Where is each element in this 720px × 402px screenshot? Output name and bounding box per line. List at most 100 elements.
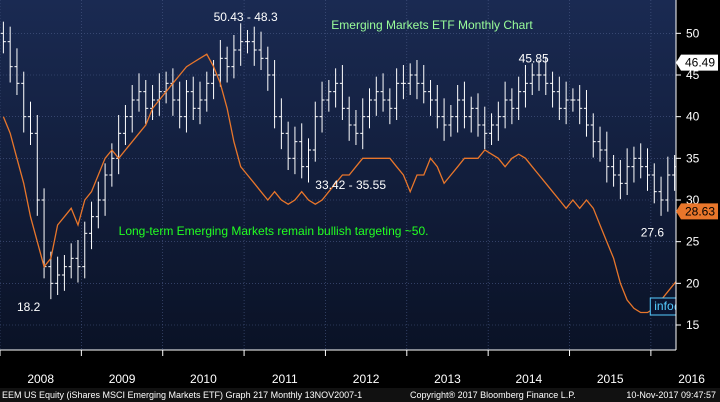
ohlc-bar [550, 71, 556, 108]
ohlc-bar [278, 98, 284, 150]
ohlc-bar [644, 148, 650, 191]
x-tick-label: 2012 [353, 372, 380, 386]
y-axis-panel [676, 0, 720, 350]
last-value-label: 28.63 [685, 204, 715, 218]
ohlc-bar [468, 96, 474, 133]
y-tick-label: 50 [686, 26, 700, 40]
ohlc-bar [326, 80, 332, 112]
ohlc-bar [421, 65, 427, 104]
ohlc-bar [299, 123, 305, 179]
x-axis: 2008200920102011201220132014201520162017 [0, 350, 705, 386]
ohlc-bar [624, 148, 630, 195]
last-value-label: 46.49 [685, 56, 715, 70]
ohlc-bar [516, 76, 522, 120]
ohlc-bar [543, 56, 549, 95]
ohlc-bar [563, 81, 569, 125]
annotation-label: 45.85 [519, 52, 549, 66]
ohlc-bar [414, 60, 420, 100]
ohlc-bar [522, 65, 528, 108]
ohlc-bar [536, 60, 542, 91]
ohlc-bar [292, 126, 298, 175]
x-tick-label: 2015 [597, 372, 624, 386]
ohlc-bar [312, 101, 318, 162]
ohlc-bar [529, 63, 535, 95]
ohlc-bar [28, 101, 34, 145]
ohlc-bar [570, 88, 576, 112]
ohlc-bar [95, 181, 101, 229]
y-tick-label: 25 [686, 235, 700, 249]
ohlc-bar [434, 85, 440, 129]
ohlc-bar [461, 81, 467, 129]
ohlc-bar [590, 113, 596, 158]
ohlc-bar [129, 85, 135, 133]
ohlc-bar [407, 63, 413, 95]
ohlc-bar [380, 73, 386, 112]
footer-center: Copyright® 2017 Bloomberg Finance L.P. [410, 390, 576, 400]
ohlc-bar [305, 138, 311, 183]
chart-title: Emerging Markets ETF Monthly Chart [331, 18, 533, 32]
ohlc-bar [272, 60, 278, 129]
ohlc-bar [333, 68, 339, 108]
ohlc-bar [197, 81, 203, 125]
ohlc-bar [367, 88, 373, 129]
x-tick-label: 2013 [434, 372, 461, 386]
ohlc-bar [238, 23, 244, 66]
ohlc-bar [204, 71, 210, 112]
ohlc-bar [319, 81, 325, 133]
ohlc-bar [441, 98, 447, 141]
last-value-badge: 28.63 [676, 203, 718, 220]
ohlc-bar [597, 126, 603, 162]
ohlc-bar [387, 88, 393, 125]
ohlc-bar [102, 163, 108, 216]
ohlc-bar [509, 88, 515, 125]
ohlc-bar [7, 26, 13, 83]
ohlc-bar [68, 243, 74, 279]
ohlc-bar [400, 65, 406, 100]
last-value-badge: 46.49 [676, 54, 718, 71]
annotation-label: 18.2 [17, 300, 41, 314]
ohlc-bar [489, 113, 495, 145]
ohlc-bar [502, 81, 508, 129]
y-tick-label: 45 [686, 68, 700, 82]
ohlc-bar [604, 131, 610, 183]
x-tick-label: 2011 [272, 372, 298, 386]
ohlc-bar [448, 105, 454, 137]
ohlc-bar [0, 21, 6, 54]
ohlc-bar [265, 46, 271, 91]
ohlc-bar [14, 48, 20, 95]
ohlc-bar [21, 71, 27, 133]
ohlc-bar [583, 90, 589, 137]
annotation-label: 27.6 [641, 226, 665, 240]
ohlc-bar [556, 76, 562, 120]
ohlc-bar [373, 76, 379, 116]
grid [0, 0, 676, 350]
ohlc-bar [82, 221, 88, 279]
ohlc-bar [34, 115, 40, 216]
ohlc-bar [136, 73, 142, 112]
ohlc-bar [638, 143, 644, 179]
ohlc-bar [55, 256, 61, 295]
last-value-labels: 46.49 28.63 [676, 54, 718, 220]
ohlc-bar [75, 240, 81, 283]
ohlc-bar [611, 155, 617, 187]
ohlc-bar [190, 76, 196, 120]
plot-background [0, 0, 676, 350]
footer-left: EEM US Equity (iShares MSCI Emerging Mar… [2, 390, 362, 400]
price-bars [0, 21, 720, 300]
ohlc-bar [475, 93, 481, 137]
annotation-label: 50.43 - 48.3 [214, 10, 278, 24]
ohlc-bar [353, 110, 359, 145]
ohlc-bar [577, 85, 583, 125]
x-tick-label: 2009 [109, 372, 136, 386]
x-tick-label: 2014 [515, 372, 542, 386]
ohlc-bar [428, 80, 434, 116]
annotation-label: 33.42 - 35.55 [315, 178, 386, 192]
ohlc-bar [285, 121, 291, 170]
ohlc-bar [617, 160, 623, 200]
ohlc-bar [48, 251, 54, 300]
ohlc-bar [455, 85, 461, 133]
ohlc-bar [482, 106, 488, 150]
ohlc-bar [89, 201, 95, 250]
ohlc-bar [183, 80, 189, 133]
